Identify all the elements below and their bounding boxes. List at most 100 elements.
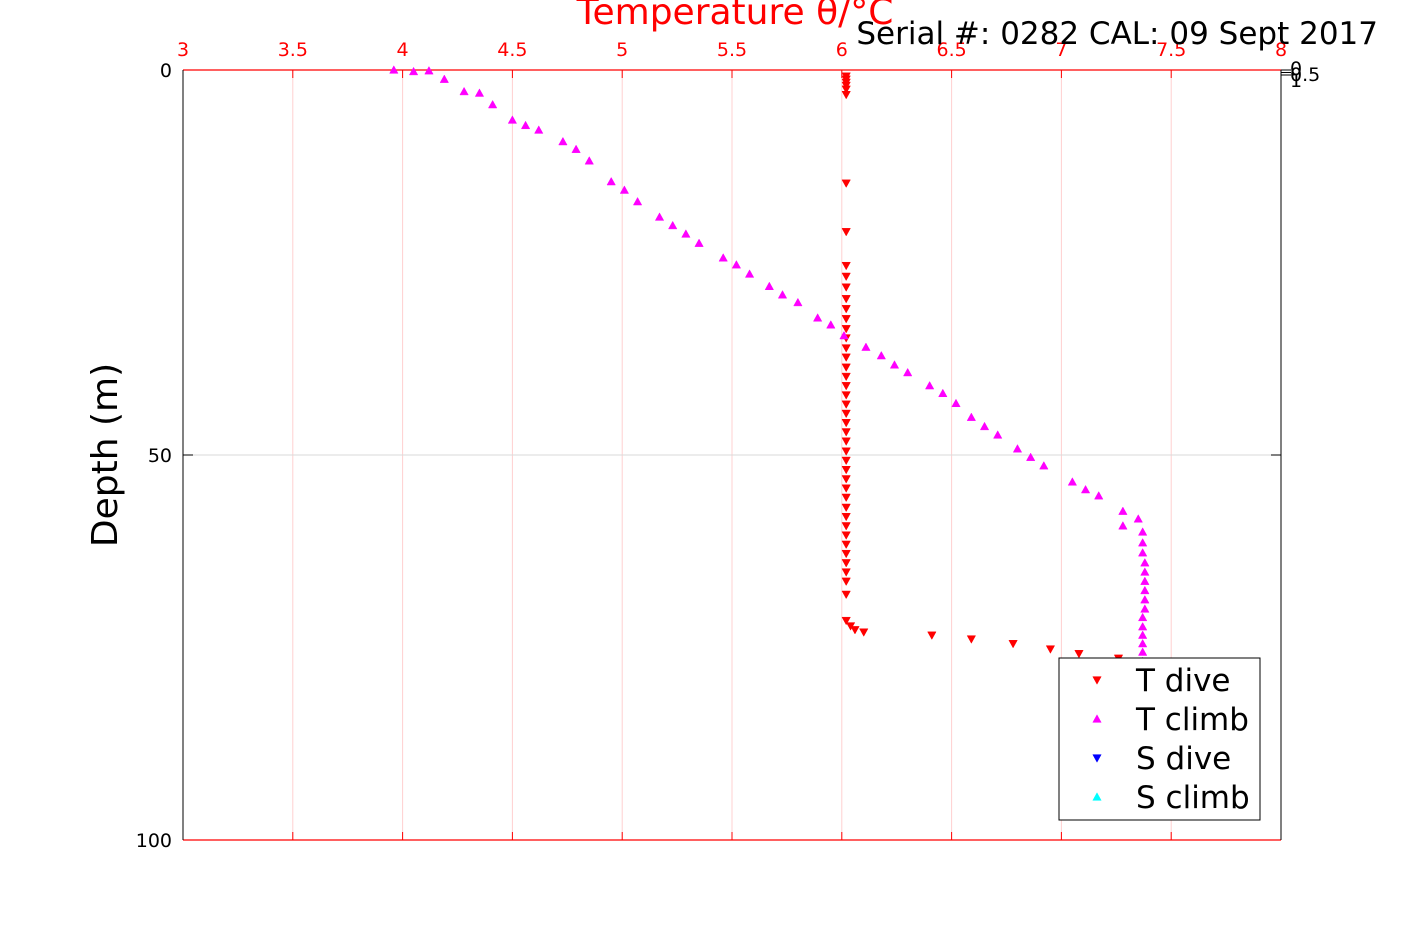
x-tick-label: 7 [1055,39,1067,61]
legend-label: T dive [1135,663,1231,699]
legend-marker-t-climb [1092,714,1102,723]
t-climb-point [507,115,518,124]
right-tick-label: 0 [1290,58,1302,80]
t-dive-point [859,628,869,637]
chart-title: Temperature θ/°C [576,0,894,33]
t-climb-point [951,398,961,408]
t-climb-point [1138,630,1148,639]
t-climb-point [606,176,616,186]
t-climb-point [1094,491,1104,500]
y-axis-label: Depth (m) [85,363,126,547]
t-dive-point [841,272,851,282]
t-dive-point [1074,650,1084,659]
x-tick-label: 6.5 [936,39,966,61]
x-tick-label: 6 [836,39,848,61]
t-climb-point [1080,484,1091,494]
t-climb-point [534,125,544,134]
t-dive-point [841,409,851,419]
t-climb-point [520,120,531,130]
t-climb-point [668,220,678,230]
t-dive-point [841,568,851,577]
y-tick-label: 100 [136,830,172,852]
t-climb-point [424,66,434,75]
t-climb-point [966,412,976,421]
t-climb-point [793,297,803,307]
t-dive-point [841,382,851,391]
legend-label: S climb [1136,780,1250,816]
t-climb-point [408,66,419,76]
t-dive-point [841,179,851,188]
t-climb-point [1138,527,1148,536]
t-climb-point [474,88,485,97]
t-climb-point [979,421,990,431]
t-climb-point [1039,461,1049,470]
serial-calibration-text: Serial #: 0282 CAL: 09 Sept 2017 [856,16,1378,52]
t-climb-point [925,380,935,390]
data-points [389,65,1150,671]
t-climb-point [1138,548,1148,557]
t-climb-point [1138,638,1148,648]
t-climb-point [777,290,788,299]
t-climb-point [1067,477,1078,486]
t-climb-point [488,99,498,109]
t-dive-point [841,325,851,334]
t-climb-point [1138,621,1148,631]
t-climb-point [1140,595,1150,604]
t-climb-point [1118,506,1128,515]
t-climb-point [389,65,399,74]
t-climb-point [718,253,728,262]
t-climb-point [1140,567,1150,576]
t-dive-point [841,363,851,372]
x-tick-label: 5 [616,39,628,61]
t-climb-point [694,238,704,247]
legend-marker-t-dive [1092,676,1102,685]
t-dive-point [841,503,851,513]
t-climb-point [439,74,449,83]
t-climb-point [744,269,755,278]
t-dive-point [841,353,851,362]
t-climb-point [632,196,643,206]
t-dive-point [841,590,851,600]
t-climb-point [993,430,1003,439]
t-dive-point [1008,640,1018,649]
t-dive-point [841,512,851,522]
t-dive-point [841,531,851,540]
t-climb-point [1012,444,1023,453]
t-climb-point [584,156,594,165]
t-climb-point [1140,604,1150,613]
x-tick-label: 7.5 [1156,39,1186,61]
t-dive-point [841,391,851,400]
t-dive-point [841,261,851,271]
t-climb-point [1133,514,1143,523]
t-dive-point [841,295,851,304]
t-dive-point [841,400,851,409]
t-climb-point [938,388,948,398]
t-dive-point [1045,645,1056,654]
x-tick-label: 3.5 [278,39,308,61]
legend-marker-s-dive [1092,754,1102,763]
t-dive-point [966,635,976,644]
t-dive-point [841,428,851,437]
t-climb-point [1140,576,1150,585]
t-climb-point [903,367,913,377]
t-dive-point [841,437,851,446]
t-climb-point [861,342,871,351]
t-dive-point [841,549,851,559]
t-dive-point [841,447,851,456]
t-climb-point [619,185,630,194]
t-dive-point [927,631,937,640]
t-dive-point [841,283,851,292]
t-climb-point [876,350,886,360]
t-climb-point [1138,647,1148,656]
right-tick-label: 0.5 [1290,64,1320,86]
t-climb-point [459,86,469,96]
t-dive-point [841,475,851,484]
t-climb-point [571,144,581,153]
y-tick-label: 50 [148,445,172,467]
legend-box [1058,657,1261,821]
legend-label: T climb [1135,702,1249,738]
t-dive-point [841,484,851,493]
